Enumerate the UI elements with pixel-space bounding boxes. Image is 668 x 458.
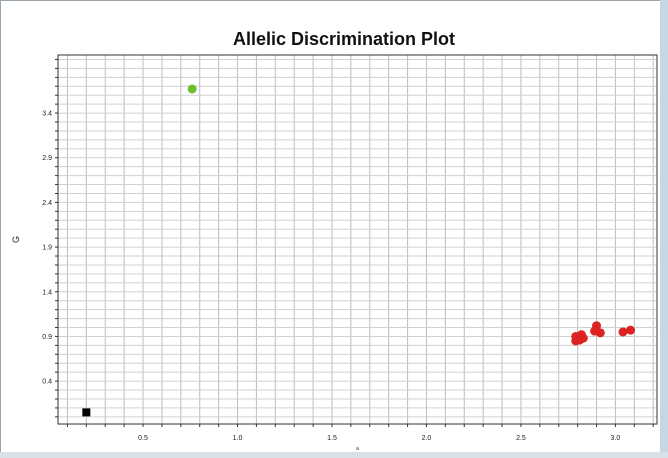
y-tick-label: 0.9 — [42, 334, 52, 341]
x-tick-label: 3.0 — [611, 435, 621, 442]
y-tick-label: 1.9 — [42, 245, 52, 252]
y-tick-label: 1.4 — [42, 289, 52, 296]
x-tick-label: 1.0 — [233, 435, 243, 442]
y-axis-label: G — [11, 236, 21, 243]
y-tick-label: 2.4 — [42, 200, 52, 207]
x-tick-label: 0.5 — [138, 435, 148, 442]
grid — [58, 55, 657, 424]
data-point — [626, 325, 636, 335]
chart-title: Allelic Discrimination Plot — [233, 29, 455, 49]
data-points — [82, 84, 636, 417]
y-tick-label: 3.4 — [42, 111, 52, 118]
data-point — [187, 84, 197, 94]
data-point — [618, 327, 628, 337]
window-edge — [660, 0, 668, 458]
axis-ticks: 0.5 1.0 1.5 2.0 2.5 3.0 0.4 0.9 1.4 1.9 2.4 2.9 3.4 — [42, 58, 654, 442]
window-bottom-edge — [0, 452, 668, 458]
x-axis-label: a — [356, 446, 359, 452]
data-point — [578, 333, 588, 343]
y-tick-label: 2.9 — [42, 155, 52, 162]
data-point-square — [82, 408, 91, 417]
plot-area — [57, 54, 658, 425]
x-tick-label: 1.5 — [327, 435, 337, 442]
y-tick-label: 0.4 — [42, 379, 52, 386]
x-tick-label: 2.5 — [516, 435, 526, 442]
data-point — [592, 321, 602, 331]
data-point — [595, 328, 605, 338]
x-tick-label: 2.0 — [422, 435, 432, 442]
